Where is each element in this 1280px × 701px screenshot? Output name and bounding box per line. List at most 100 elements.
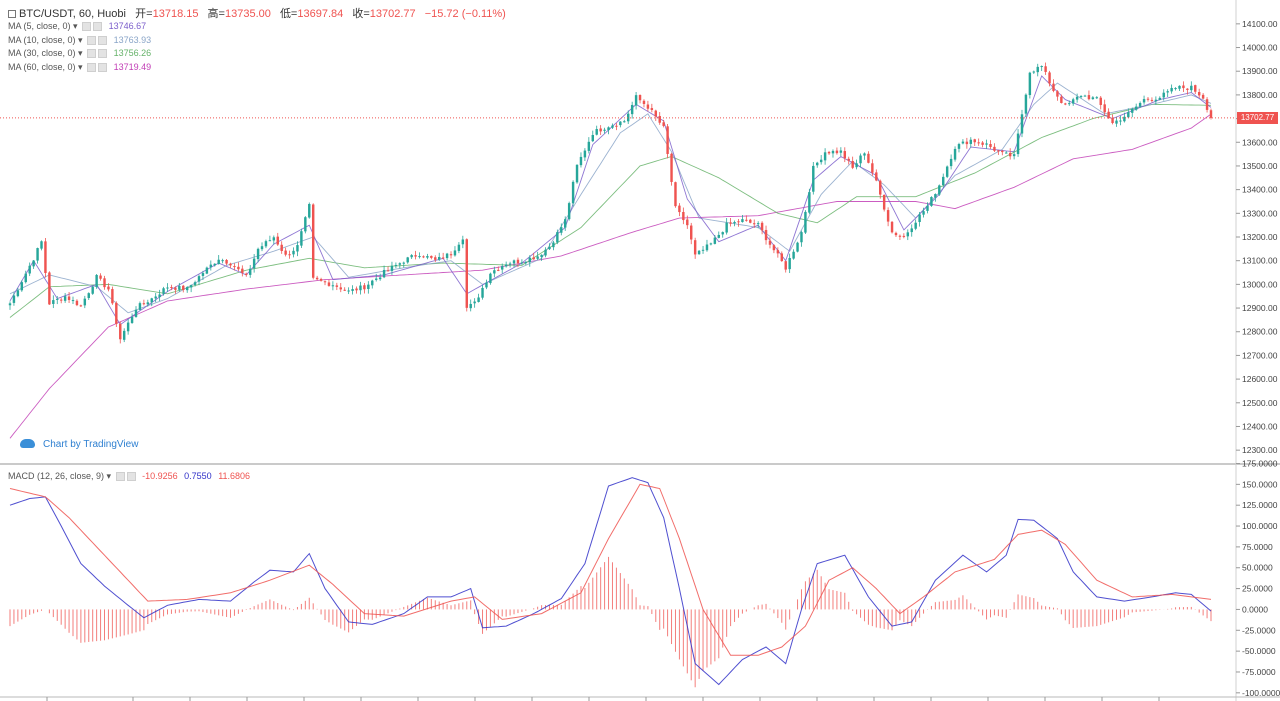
ma30-legend[interactable]: MA (30, close, 0) ▾ 13756.26 (8, 48, 152, 59)
candle-body (323, 281, 327, 283)
candle-body (315, 277, 319, 280)
settings-icon[interactable] (87, 63, 97, 73)
candle-body (886, 210, 890, 222)
ma60-legend[interactable]: MA (60, close, 0) ▾ 13719.49 (8, 62, 152, 73)
candle-body (36, 248, 39, 261)
candle-body (630, 104, 634, 115)
candle-body (1103, 104, 1106, 113)
candles (8, 62, 1213, 344)
price-axis[interactable]: 12300.00 12400.00 12500.00 12600.00 12700.00… (1235, 0, 1278, 701)
candle-body (918, 214, 921, 223)
candle-body (800, 232, 803, 243)
candle-body (481, 287, 484, 298)
candle-body (75, 300, 79, 306)
settings-icon[interactable] (87, 36, 97, 46)
candle-body (67, 296, 71, 300)
candle-body (1123, 116, 1126, 122)
candle-body (115, 302, 118, 324)
candle-body (587, 141, 591, 151)
candle-body (1146, 98, 1150, 100)
candle-body (209, 264, 213, 268)
candle-body (1087, 95, 1091, 100)
candle-body (693, 240, 697, 255)
macd-legend[interactable]: MACD (12, 26, close, 9) ▾ -10.9256 0.755… (8, 471, 251, 482)
candle-body (280, 244, 283, 252)
candle-body (827, 151, 831, 154)
candle-body (536, 256, 539, 259)
candle-body (611, 125, 614, 128)
candle-body (174, 287, 177, 290)
candle-body (410, 255, 413, 258)
price-tick-label: 14100.00 (1242, 19, 1278, 29)
candle-body (1020, 114, 1024, 134)
candle-body (1115, 120, 1118, 124)
candle-body (166, 287, 169, 289)
candle-body (890, 221, 894, 233)
candle-body (894, 232, 898, 236)
candle-body (1060, 96, 1063, 103)
candle-body (162, 288, 165, 294)
close-icon[interactable] (93, 22, 103, 32)
candle-body (71, 300, 75, 302)
candle-body (122, 330, 126, 340)
ma10-line (9, 82, 1212, 314)
time-axis[interactable] (0, 696, 1280, 701)
candle-body (957, 144, 961, 149)
candle-body (158, 294, 161, 298)
candle-body (311, 204, 315, 278)
close-icon[interactable] (98, 49, 108, 59)
candle-body (552, 242, 555, 248)
close-icon[interactable] (98, 63, 108, 73)
candle-body (504, 264, 508, 267)
candle-body (256, 248, 260, 260)
ma60-label: MA (60, close, 0) (8, 62, 76, 72)
macd-axis[interactable]: -100.0000 -75.0000 -50.0000 -25.0000 0.0000 2… (1236, 458, 1280, 698)
candle-body (296, 245, 299, 252)
candle-body (126, 322, 130, 332)
candle-body (764, 229, 768, 241)
candle-body (1201, 94, 1205, 99)
candle-body (1158, 97, 1162, 100)
settings-icon[interactable] (87, 49, 97, 59)
candle-body (961, 141, 965, 144)
close-icon[interactable] (98, 36, 108, 46)
candle-body (20, 282, 24, 291)
settings-icon[interactable] (82, 22, 92, 32)
candle-body (796, 242, 799, 252)
candle-body (851, 160, 854, 168)
candle-body (938, 185, 941, 195)
candle-body (520, 262, 524, 264)
last-price-tag: 13702.77 (1237, 111, 1278, 124)
candle-body (981, 142, 984, 145)
candle-body (1016, 133, 1020, 155)
candle-body (1205, 99, 1209, 110)
candle-body (119, 323, 122, 340)
close-icon[interactable] (126, 472, 136, 482)
candle-body (1071, 99, 1075, 104)
candle-body (83, 298, 87, 306)
macd-tick-label: 125.0000 (1242, 500, 1278, 510)
candle-body (859, 155, 862, 164)
candle-body (910, 228, 913, 233)
candle-body (445, 253, 449, 259)
candle-body (556, 232, 559, 243)
ma10-legend[interactable]: MA (10, close, 0) ▾ 13763.93 (8, 35, 152, 46)
macd-tick-label: 175.0000 (1242, 458, 1278, 468)
candle-body (170, 286, 173, 288)
tradingview-branding[interactable]: Chart by TradingView (20, 439, 138, 450)
candle-body (544, 249, 547, 256)
collapse-icon[interactable] (8, 10, 16, 18)
candle-body (390, 265, 394, 271)
settings-icon[interactable] (115, 472, 125, 482)
candle-body (634, 95, 638, 106)
candle-body (532, 257, 535, 260)
candle-body (1182, 85, 1185, 89)
low-value: 13697.84 (297, 8, 344, 20)
ma5-legend[interactable]: MA (5, close, 0) ▾ 13746.67 (8, 21, 147, 32)
candle-body (339, 287, 342, 290)
candle-body (154, 296, 157, 299)
candle-body (378, 277, 382, 280)
candle-body (1154, 99, 1158, 102)
candle-body (674, 182, 677, 207)
